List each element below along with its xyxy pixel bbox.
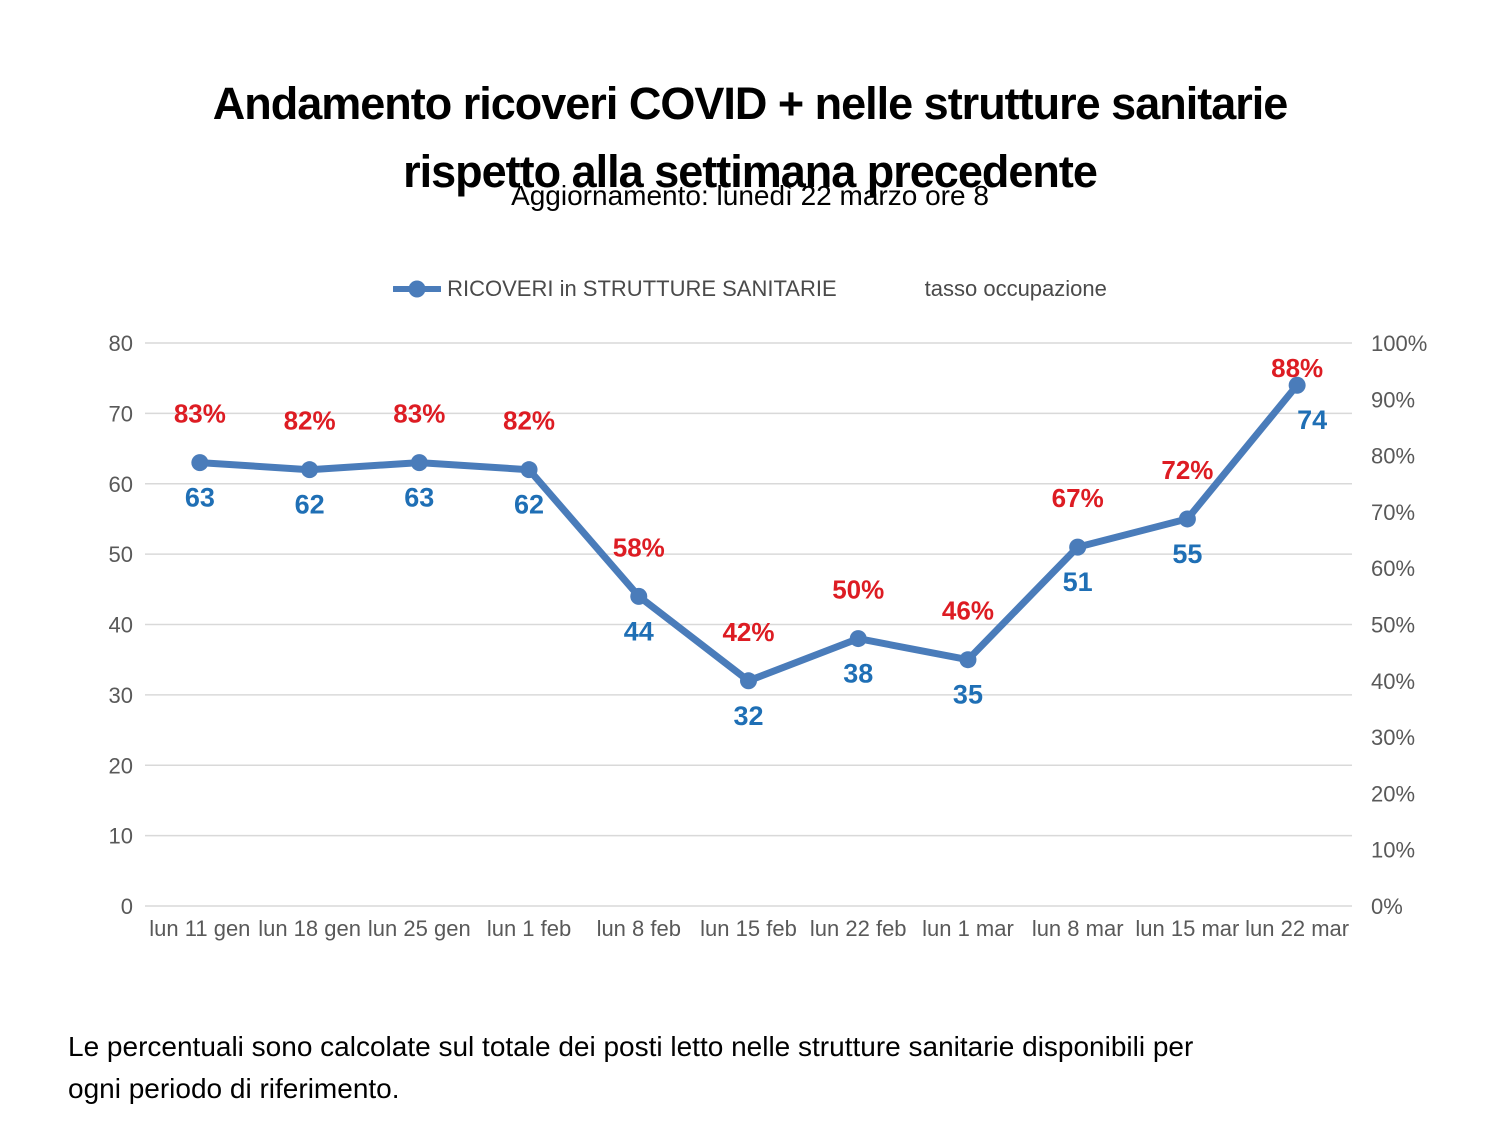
x-axis-tick-label: lun 15 feb [700, 916, 797, 941]
right-axis-tick-label: 20% [1371, 781, 1415, 806]
percent-label: 82% [284, 406, 336, 436]
right-axis-tick-label: 60% [1371, 556, 1415, 581]
right-axis-tick-label: 90% [1371, 387, 1415, 412]
data-point-marker [410, 454, 428, 472]
left-axis-tick-label: 80 [109, 331, 133, 356]
percent-label: 42% [722, 617, 774, 647]
percent-label: 50% [832, 575, 884, 605]
x-axis-tick-label: lun 8 mar [1032, 916, 1124, 941]
x-axis-tick-label: lun 22 feb [810, 916, 907, 941]
data-point-marker [959, 651, 977, 669]
line-marker-icon [391, 279, 444, 299]
value-label: 55 [1172, 539, 1202, 569]
legend-item-ricoveri: RICOVERI in STRUTTURE SANITARIE [391, 276, 837, 302]
left-axis-tick-label: 0 [121, 894, 133, 919]
footnote-line1: Le percentuali sono calcolate sul totale… [68, 1031, 1194, 1062]
legend-label-ricoveri: RICOVERI in STRUTTURE SANITARIE [447, 276, 837, 301]
x-axis-tick-label: lun 1 feb [487, 916, 571, 941]
value-label: 35 [953, 680, 983, 710]
percent-label: 72% [1161, 455, 1213, 485]
data-point-marker [301, 461, 319, 479]
page-title-line2: rispetto alla settimana precedente [403, 146, 1098, 198]
legend-label-tasso: tasso occupazione [924, 276, 1107, 301]
right-axis-tick-label: 80% [1371, 444, 1415, 469]
data-point-marker [1178, 510, 1196, 528]
percent-label: 46% [942, 596, 994, 626]
percent-label: 88% [1271, 353, 1323, 383]
page-title: Andamento ricoveri COVID + nelle struttu… [0, 70, 1500, 206]
value-label: 51 [1063, 567, 1093, 597]
value-label: 44 [624, 616, 654, 646]
footnote-text: Le percentuali sono calcolate sul totale… [68, 1026, 1193, 1110]
right-axis-tick-label: 30% [1371, 725, 1415, 750]
data-point-marker [520, 461, 538, 479]
left-axis-tick-label: 30 [109, 683, 133, 708]
x-axis-tick-label: lun 25 gen [368, 916, 471, 941]
percent-label: 58% [613, 532, 665, 562]
page-title-line1: Andamento ricoveri COVID + nelle struttu… [212, 78, 1289, 130]
x-axis-tick-label: lun 22 mar [1245, 916, 1349, 941]
value-label: 62 [295, 490, 325, 520]
left-axis-tick-label: 50 [109, 542, 133, 567]
data-point-marker [1069, 538, 1087, 556]
data-point-marker [1288, 376, 1306, 394]
left-axis-tick-label: 20 [109, 753, 133, 778]
footnote-line2: ogni periodo di riferimento. [68, 1073, 400, 1104]
data-point-marker [849, 630, 867, 648]
value-label: 74 [1297, 405, 1327, 435]
chart-legend: RICOVERI in STRUTTURE SANITARIE tasso oc… [0, 276, 1500, 302]
x-axis-tick-label: lun 15 mar [1135, 916, 1239, 941]
page-subtitle: Aggiornamento: lunedì 22 marzo ore 8 [511, 180, 989, 211]
data-point-marker [630, 587, 648, 605]
x-axis-tick-label: lun 1 mar [922, 916, 1014, 941]
right-axis-tick-label: 10% [1371, 838, 1415, 863]
value-label: 63 [404, 483, 434, 513]
left-axis-tick-label: 70 [109, 401, 133, 426]
percent-label: 82% [503, 406, 555, 436]
x-axis-tick-label: lun 11 gen [149, 916, 250, 941]
right-axis-tick-label: 70% [1371, 500, 1415, 525]
right-axis-tick-label: 0% [1371, 894, 1403, 919]
data-point-marker [191, 454, 209, 472]
percent-label: 67% [1052, 483, 1104, 513]
right-axis-tick-label: 40% [1371, 669, 1415, 694]
data-point-marker [740, 672, 757, 690]
right-axis-tick-label: 50% [1371, 613, 1415, 638]
left-axis-tick-label: 10 [109, 824, 133, 849]
x-axis-tick-label: lun 8 feb [597, 916, 681, 941]
left-axis-tick-label: 60 [109, 472, 133, 497]
legend-item-tasso: tasso occupazione [925, 276, 1107, 302]
x-axis-tick-label: lun 18 gen [258, 916, 361, 941]
value-label: 63 [185, 483, 215, 513]
left-axis-tick-label: 40 [109, 613, 133, 638]
value-label: 38 [843, 659, 873, 689]
right-axis-tick-label: 100% [1371, 331, 1427, 356]
percent-label: 83% [174, 399, 226, 429]
percent-label: 83% [393, 399, 445, 429]
value-label: 32 [733, 701, 763, 731]
value-label: 62 [514, 490, 544, 520]
